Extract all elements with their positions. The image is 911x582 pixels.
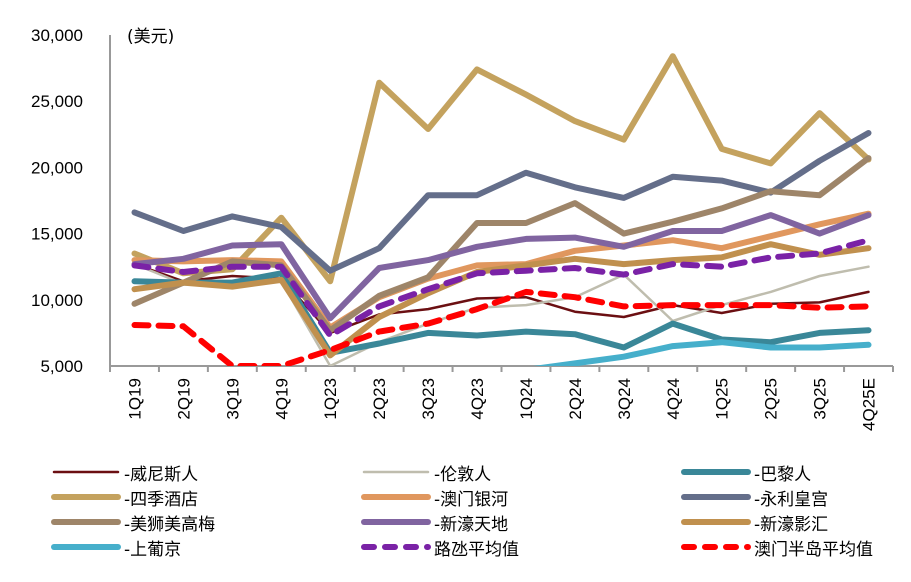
x-tick-label: 3Q23 — [419, 378, 438, 420]
plot-area — [131, 53, 872, 366]
legend-label: 路氹平均值 — [434, 539, 519, 560]
y-tick-label: 30,000 — [31, 26, 83, 45]
line-chart: 5,000 10,000 15,000 20,000 25,000 30,000 1Q19… — [31, 26, 894, 431]
legend-item: -永利皇宫 — [680, 485, 829, 510]
y-axis: 5,000 10,000 15,000 20,000 25,000 30,000 — [31, 26, 111, 376]
legend-label: -永利皇宫 — [754, 489, 829, 510]
x-tick-label: 4Q23 — [468, 378, 487, 420]
legend-label: -上葡京 — [124, 539, 182, 560]
legend-item: -四季酒店 — [50, 485, 199, 510]
legend-item: 路氹平均值 — [360, 535, 519, 560]
x-tick-label: 4Q24 — [664, 378, 683, 420]
legend-swatch — [681, 544, 751, 550]
x-tick-label: 3Q19 — [223, 378, 242, 420]
legend-label: -新濠影汇 — [754, 514, 829, 535]
x-tick-label: 2Q23 — [370, 378, 389, 420]
legend-label: -新濠天地 — [434, 514, 509, 535]
legend-swatch — [51, 544, 121, 550]
x-tick-label: 1Q24 — [517, 378, 536, 420]
legend-swatch — [361, 519, 431, 525]
legend-item: -巴黎人 — [680, 460, 812, 485]
series-line-9 — [533, 339, 872, 366]
legend-swatch — [51, 494, 121, 500]
legend-item: -澳门银河 — [360, 485, 509, 510]
legend-item: -新濠影汇 — [680, 510, 829, 535]
x-tick-label: 4Q19 — [272, 378, 291, 420]
series-line-6 — [131, 155, 872, 334]
legend-item: -美狮美高梅 — [50, 510, 216, 535]
legend-swatch — [52, 470, 120, 474]
series-line-10 — [131, 237, 872, 339]
x-tick-label: 1Q23 — [321, 378, 340, 420]
legend-swatch — [51, 519, 121, 525]
legend-label: -四季酒店 — [124, 489, 199, 510]
legend-label: -澳门银河 — [434, 489, 509, 510]
x-tick-label: 3Q25 — [811, 378, 830, 420]
x-tick-label: 2Q19 — [174, 378, 193, 420]
series-line-8 — [131, 241, 872, 359]
x-tick-label: 2Q25 — [762, 378, 781, 420]
legend-item: -威尼斯人 — [50, 460, 199, 485]
legend-swatch — [681, 494, 751, 500]
series-line-5 — [131, 130, 872, 274]
x-axis: 1Q19 2Q19 3Q19 4Q19 1Q23 2Q23 3Q23 4Q23 1Q24 2Q24… — [109, 365, 894, 431]
x-tick-label: 1Q19 — [125, 378, 144, 420]
legend-swatch — [361, 544, 431, 550]
y-tick-label: 10,000 — [31, 291, 83, 310]
legend-item: -伦敦人 — [360, 460, 492, 485]
series-line-11 — [131, 288, 872, 366]
y-tick-label: 20,000 — [31, 158, 83, 177]
series-line-7 — [131, 212, 872, 322]
legend-label: -伦敦人 — [434, 464, 492, 485]
legend-label: -威尼斯人 — [124, 464, 199, 485]
legend-swatch — [362, 470, 430, 474]
legend-item: -新濠天地 — [360, 510, 509, 535]
x-tick-label: 3Q24 — [615, 378, 634, 420]
legend-swatch — [681, 469, 751, 475]
legend-label: -巴黎人 — [754, 464, 812, 485]
legend-label: -美狮美高梅 — [124, 514, 216, 535]
legend-swatch — [681, 519, 751, 525]
legend-item: 澳门半岛平均值 — [680, 535, 873, 560]
y-tick-label: 15,000 — [31, 225, 83, 244]
y-tick-label: 5,000 — [40, 357, 83, 376]
legend-swatch — [361, 494, 431, 500]
x-tick-label: 1Q25 — [713, 378, 732, 420]
legend-label: 澳门半岛平均值 — [754, 539, 873, 560]
x-tick-label: 4Q25E — [860, 378, 879, 431]
unit-label: (美元) — [127, 27, 174, 47]
legend-item: -上葡京 — [50, 535, 182, 560]
y-tick-label: 25,000 — [31, 92, 83, 111]
x-tick-label: 2Q24 — [566, 378, 585, 420]
series-line-2 — [131, 270, 872, 356]
